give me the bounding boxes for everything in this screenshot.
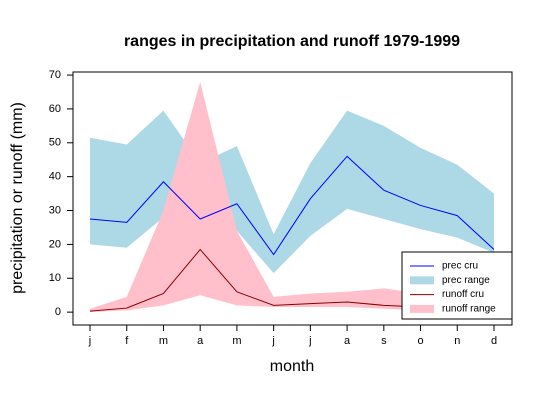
y-tick-label: 30	[49, 204, 61, 216]
legend-label: runoff cru	[442, 289, 484, 300]
x-tick-label: j	[308, 335, 311, 347]
y-tick-label: 50	[49, 137, 61, 149]
y-axis-label: precipitation or runoff (mm)	[9, 102, 26, 294]
x-tick-label: j	[88, 335, 91, 347]
y-tick-label: 20	[49, 238, 61, 250]
legend-swatch	[410, 276, 434, 285]
y-tick-label: 10	[49, 272, 61, 284]
x-tick-label: a	[344, 335, 351, 347]
legend-label: runoff range	[442, 304, 496, 315]
legend-label: prec range	[442, 275, 490, 286]
legend-swatch	[410, 304, 434, 313]
y-tick-label: 70	[49, 69, 61, 81]
x-tick-label: d	[491, 335, 497, 347]
y-tick-label: 0	[55, 306, 61, 318]
y-tick-label: 60	[49, 103, 61, 115]
legend-label: prec cru	[442, 261, 478, 272]
x-tick-label: m	[159, 335, 168, 347]
x-tick-label: m	[232, 335, 241, 347]
x-tick-label: j	[271, 335, 274, 347]
y-tick-label: 40	[49, 171, 61, 183]
x-tick-label: n	[454, 335, 460, 347]
x-tick-label: s	[381, 335, 387, 347]
x-tick-label: a	[197, 335, 204, 347]
chart-title: ranges in precipitation and runoff 1979-…	[124, 33, 460, 50]
x-tick-label: o	[417, 335, 423, 347]
plot-frame	[72, 71, 513, 326]
range-band	[90, 81, 494, 313]
x-tick-label: f	[125, 335, 129, 347]
series-line	[89, 155, 495, 256]
x-axis-label: month	[270, 358, 314, 375]
